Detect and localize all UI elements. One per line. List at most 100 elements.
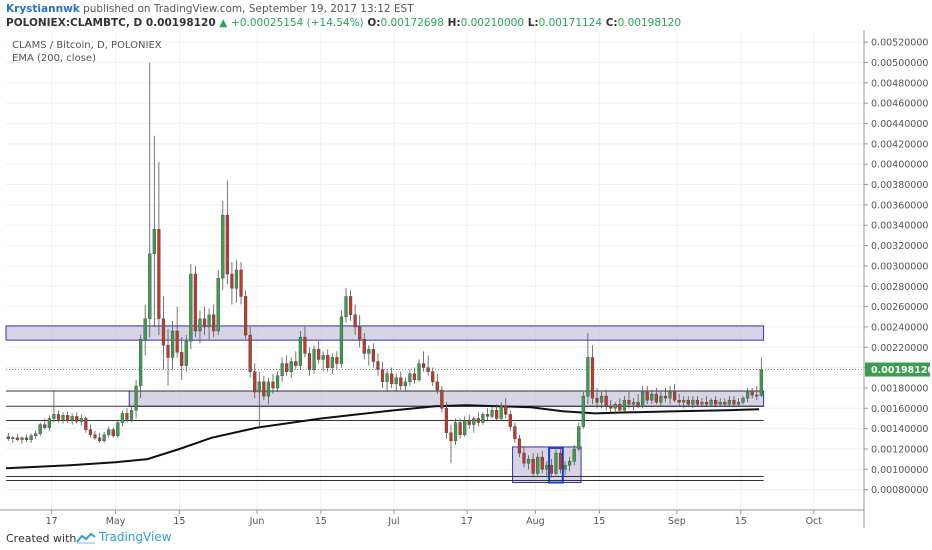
candle	[362, 333, 366, 360]
y-tick-label: 0.00100000	[871, 465, 928, 476]
price-zone	[5, 325, 765, 341]
candle-body	[161, 318, 166, 346]
candle-body	[344, 296, 348, 317]
candle-body	[362, 338, 366, 354]
candle-body	[390, 373, 394, 385]
candle-body	[207, 314, 211, 328]
candle-body	[371, 349, 376, 362]
candle	[540, 451, 544, 474]
candle-body	[453, 422, 458, 442]
candle	[577, 422, 581, 452]
candle-body	[107, 429, 111, 435]
candle	[230, 261, 234, 305]
candle-body	[759, 369, 763, 396]
candle	[581, 392, 585, 429]
author-link[interactable]: Krystiannwk	[6, 3, 80, 15]
candle-body	[704, 401, 709, 405]
candle-body	[458, 422, 462, 435]
candle	[285, 355, 289, 376]
candle-body	[248, 334, 252, 372]
tradingview-brand[interactable]: TradingView	[76, 530, 172, 544]
symbol-label: POLONIEX:CLAMBTC, D	[6, 17, 143, 29]
candle	[38, 422, 42, 436]
candle	[120, 410, 124, 427]
close-value: 0.00198120	[617, 17, 682, 29]
candle-body	[353, 314, 357, 328]
candle	[636, 394, 640, 409]
x-tick-label: 15	[315, 516, 327, 527]
x-tick-label: 15	[173, 516, 185, 527]
candle-body	[289, 361, 293, 372]
candle	[718, 398, 722, 407]
candle	[536, 453, 540, 478]
candle-body	[97, 437, 102, 442]
candle-body	[79, 418, 83, 422]
candle-body	[193, 273, 198, 332]
candle-body	[307, 353, 312, 370]
candle-body	[11, 437, 15, 440]
candle	[170, 320, 175, 370]
candle	[750, 387, 754, 399]
candle-body	[157, 229, 161, 319]
candle	[403, 377, 407, 393]
candle-body	[663, 395, 668, 399]
publish-line: Krystiannwk published on TradingView.com…	[6, 3, 414, 15]
candle-body	[6, 436, 10, 440]
candle	[65, 411, 70, 423]
candle-body	[718, 401, 722, 405]
candle-body	[609, 406, 613, 409]
created-with-text: Created with	[6, 532, 77, 545]
candle-body	[650, 393, 654, 401]
candle	[695, 396, 700, 407]
candle-body	[24, 437, 29, 441]
up-arrow-icon: ▲	[219, 17, 228, 29]
candle	[280, 357, 284, 382]
candle-body	[508, 414, 512, 427]
price-chart[interactable]: 0.00520000 0.00500000 0.00480000 0.00460000…	[0, 30, 932, 528]
candle-body	[691, 399, 695, 405]
candle-body	[262, 381, 266, 397]
candle	[755, 385, 759, 401]
candle-body	[111, 429, 115, 436]
current-price: 0.00198120	[145, 17, 216, 29]
candle	[143, 304, 147, 356]
candle-body	[367, 349, 371, 354]
candle-body	[330, 357, 334, 368]
candle-body	[43, 424, 47, 428]
tradingview-logo-icon	[76, 532, 96, 544]
candle-body	[184, 340, 188, 366]
candle	[472, 416, 476, 433]
candle	[294, 351, 298, 370]
candle-body	[385, 373, 389, 383]
candle	[714, 396, 718, 407]
candle-body	[677, 399, 681, 403]
y-tick-label: 0.00460000	[871, 99, 928, 110]
candle-body	[590, 357, 595, 399]
candle	[262, 375, 266, 401]
candle	[234, 259, 239, 303]
candle	[709, 398, 713, 407]
candle	[93, 430, 97, 440]
candle	[207, 308, 211, 340]
candle-body	[463, 420, 467, 435]
candle-body	[741, 397, 745, 403]
candle-body	[380, 369, 385, 383]
candle-body	[294, 361, 298, 366]
candle	[746, 387, 750, 403]
y-tick-label: 0.00260000	[871, 302, 928, 313]
candle-body	[622, 399, 627, 411]
candle	[458, 418, 462, 439]
last-price-tag	[865, 362, 930, 377]
x-tick-label: 17	[461, 516, 473, 527]
high-value: 0.00210000	[460, 17, 525, 29]
candle	[417, 359, 421, 382]
candle-body	[485, 414, 490, 417]
candle	[545, 461, 549, 478]
candle	[317, 341, 321, 364]
candle	[79, 414, 83, 426]
candle	[56, 410, 61, 423]
candle	[435, 373, 439, 395]
candle	[631, 398, 636, 411]
candle	[330, 353, 334, 374]
candle	[449, 424, 453, 464]
